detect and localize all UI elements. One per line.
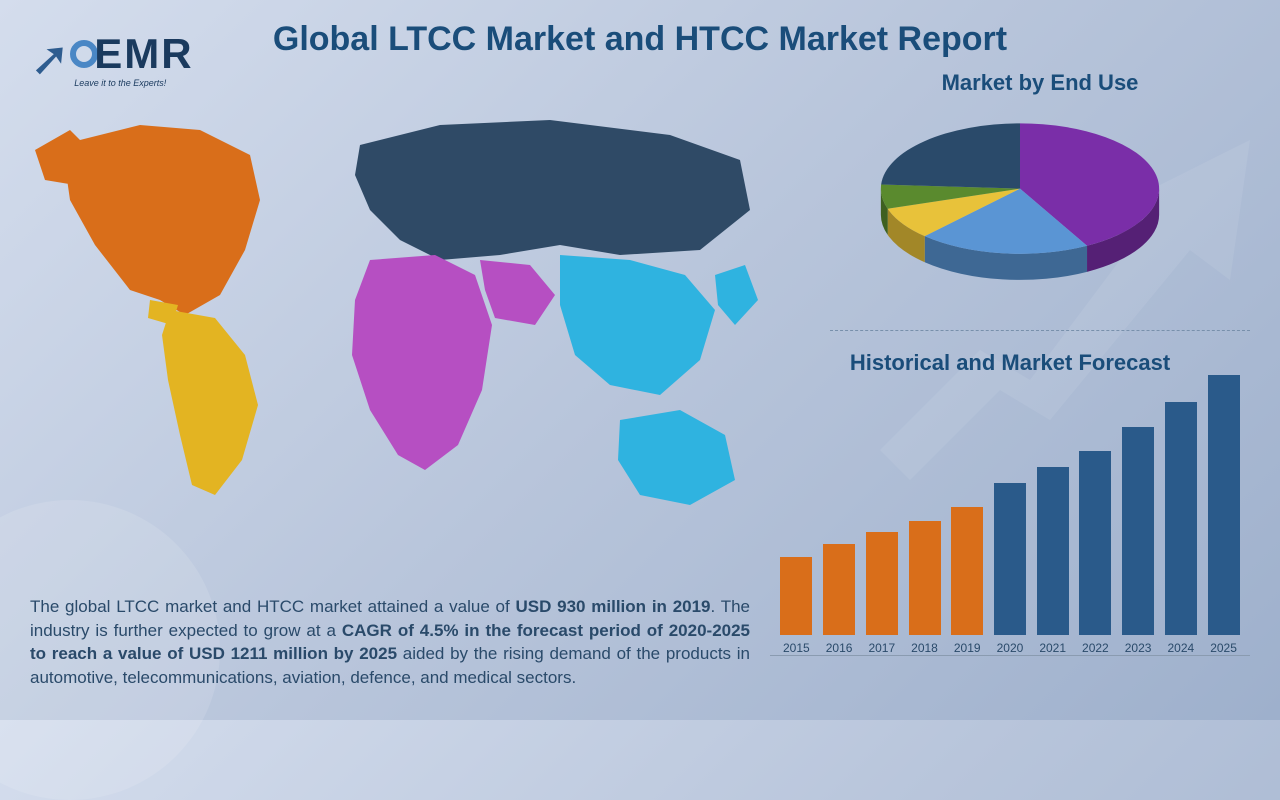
bar-rect: [866, 532, 898, 635]
bar-year-label: 2018: [911, 641, 938, 655]
summary-pre: The global LTCC market and HTCC market a…: [30, 597, 515, 616]
bar-column: 2019: [951, 507, 983, 655]
bar-column: 2025: [1208, 375, 1240, 655]
bar-column: 2024: [1165, 402, 1197, 655]
bar-rect: [1037, 467, 1069, 635]
pie-chart: [830, 106, 1210, 306]
region-europe-russia: [355, 120, 750, 260]
bar-column: 2017: [866, 532, 898, 655]
bar-column: 2022: [1079, 451, 1111, 655]
bar-chart: 2015 2016 2017 2018 2019 2020 2021 2022 2023 2024…: [770, 396, 1250, 656]
bar-column: 2021: [1037, 467, 1069, 655]
bar-rect: [1079, 451, 1111, 635]
bar-year-label: 2023: [1125, 641, 1152, 655]
bar-rect: [780, 557, 812, 635]
bar-year-label: 2020: [997, 641, 1024, 655]
bar-year-label: 2017: [868, 641, 895, 655]
bar-rect: [1165, 402, 1197, 635]
logo-brand: EMR: [94, 30, 193, 78]
logo-tagline: Leave it to the Experts!: [74, 78, 193, 88]
bar-rect: [823, 544, 855, 635]
bar-rect: [909, 521, 941, 635]
bar-year-label: 2022: [1082, 641, 1109, 655]
bar-year-label: 2021: [1039, 641, 1066, 655]
pie-title: Market by End Use: [830, 70, 1250, 96]
bar-column: 2018: [909, 521, 941, 655]
bar-column: 2023: [1122, 427, 1154, 655]
bar-year-label: 2015: [783, 641, 810, 655]
region-north-america: [35, 125, 260, 315]
region-asia-oceania: [560, 255, 758, 505]
bar-section: Historical and Market Forecast 201520162…: [770, 350, 1250, 656]
section-divider: [830, 330, 1250, 331]
logo-arrow-icon: ➚: [30, 31, 70, 87]
bar-title: Historical and Market Forecast: [770, 350, 1250, 376]
summary-text: The global LTCC market and HTCC market a…: [30, 595, 750, 690]
bar-year-label: 2016: [826, 641, 853, 655]
logo: ➚ EMR Leave it to the Experts!: [30, 30, 194, 88]
summary-bold1: USD 930 million in 2019: [515, 597, 710, 616]
bar-column: 2020: [994, 483, 1026, 655]
pie-section: Market by End Use: [830, 70, 1250, 311]
bar-rect: [1122, 427, 1154, 635]
region-africa-mideast: [352, 255, 555, 470]
bar-year-label: 2025: [1210, 641, 1237, 655]
bar-rect: [951, 507, 983, 635]
bar-rect: [1208, 375, 1240, 635]
world-map: [20, 100, 770, 520]
bar-year-label: 2019: [954, 641, 981, 655]
bar-column: 2015: [780, 557, 812, 655]
region-latin-america: [148, 300, 258, 495]
bar-rect: [994, 483, 1026, 635]
bar-year-label: 2024: [1167, 641, 1194, 655]
bar-column: 2016: [823, 544, 855, 655]
